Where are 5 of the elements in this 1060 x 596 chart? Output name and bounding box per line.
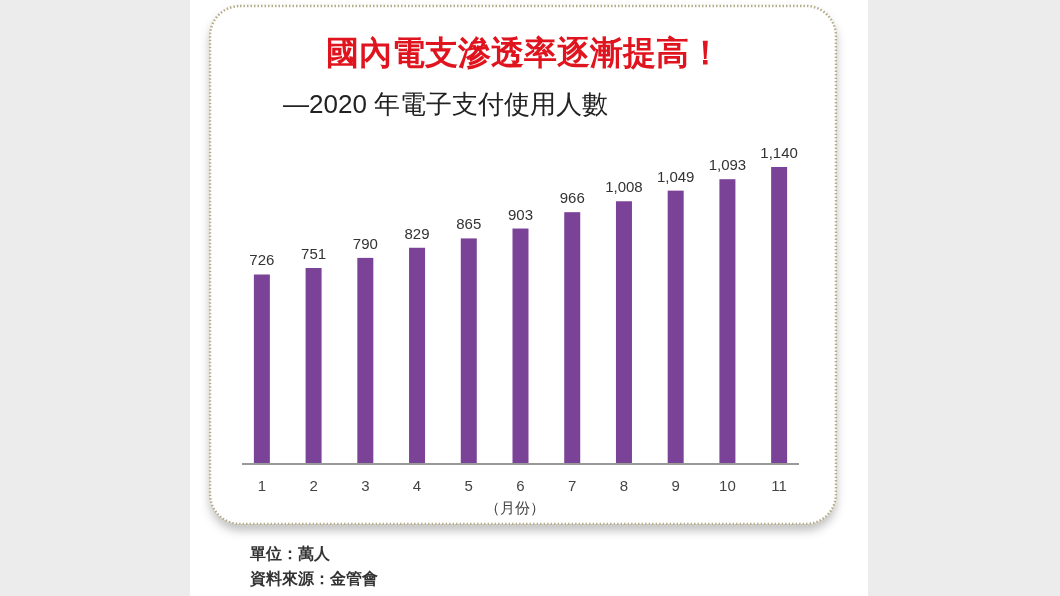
annotation: 單位：萬人 xyxy=(250,545,330,562)
xlabel: （月份） xyxy=(484,499,545,516)
subtitle: —2020 年電子支付使用人數 xyxy=(283,89,609,119)
title: 國內電支滲透率逐漸提高！ xyxy=(326,35,722,71)
annotation: 資料來源：金管會 xyxy=(250,570,378,587)
